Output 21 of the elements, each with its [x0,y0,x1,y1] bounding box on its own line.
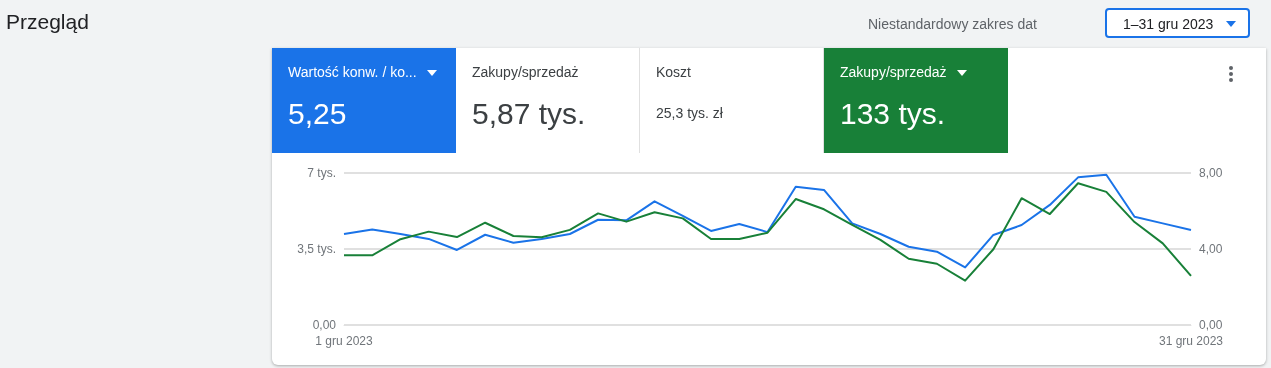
text: Wartość konw. / ko... [288,64,417,80]
text: 1–31 gru 2023 [1123,16,1214,32]
text: Przegląd [6,10,89,34]
text: 5,87 tys. [472,97,587,131]
line-series [343,182,1192,282]
text: 133 tys. [840,97,947,131]
y2-tick-label: 8,00 [1199,166,1223,180]
x-tick-label: 1 gru 2023 [315,334,374,348]
text: Zakupy/sprzedaż [472,64,579,80]
y2-tick-label: 4,00 [1199,242,1223,256]
text: Zakupy/sprzedaż [840,64,947,80]
y2-tick-label: 0,00 [1199,318,1223,332]
y-tick-label: 3,5 tys. [297,242,336,256]
text: 25,3 tys. zł [656,105,724,121]
x-tick-label: 31 gru 2023 [1158,334,1224,348]
y-tick-label: 0,00 [312,318,337,332]
line-series [343,173,1192,269]
text: Niestandardowy zakres dat [868,16,1037,32]
y-tick-label: 7 tys. [307,166,336,180]
text: Koszt [656,64,692,80]
text: 5,25 [288,97,348,131]
